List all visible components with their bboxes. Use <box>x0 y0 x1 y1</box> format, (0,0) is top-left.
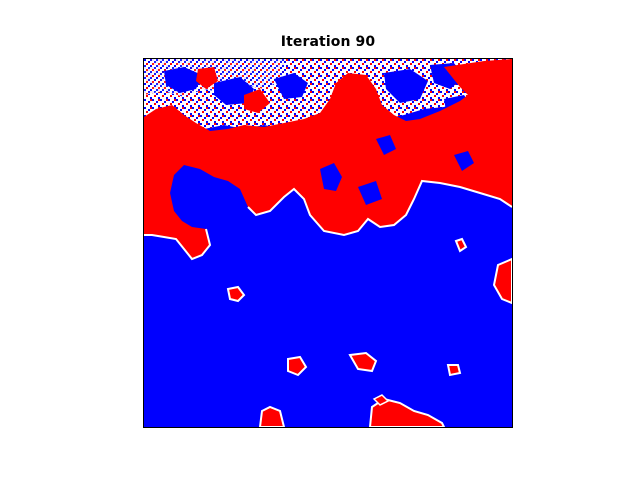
plot-title: Iteration 90 <box>280 34 376 50</box>
plot-image-frame <box>143 58 513 428</box>
simulation-grid-image <box>144 59 512 427</box>
